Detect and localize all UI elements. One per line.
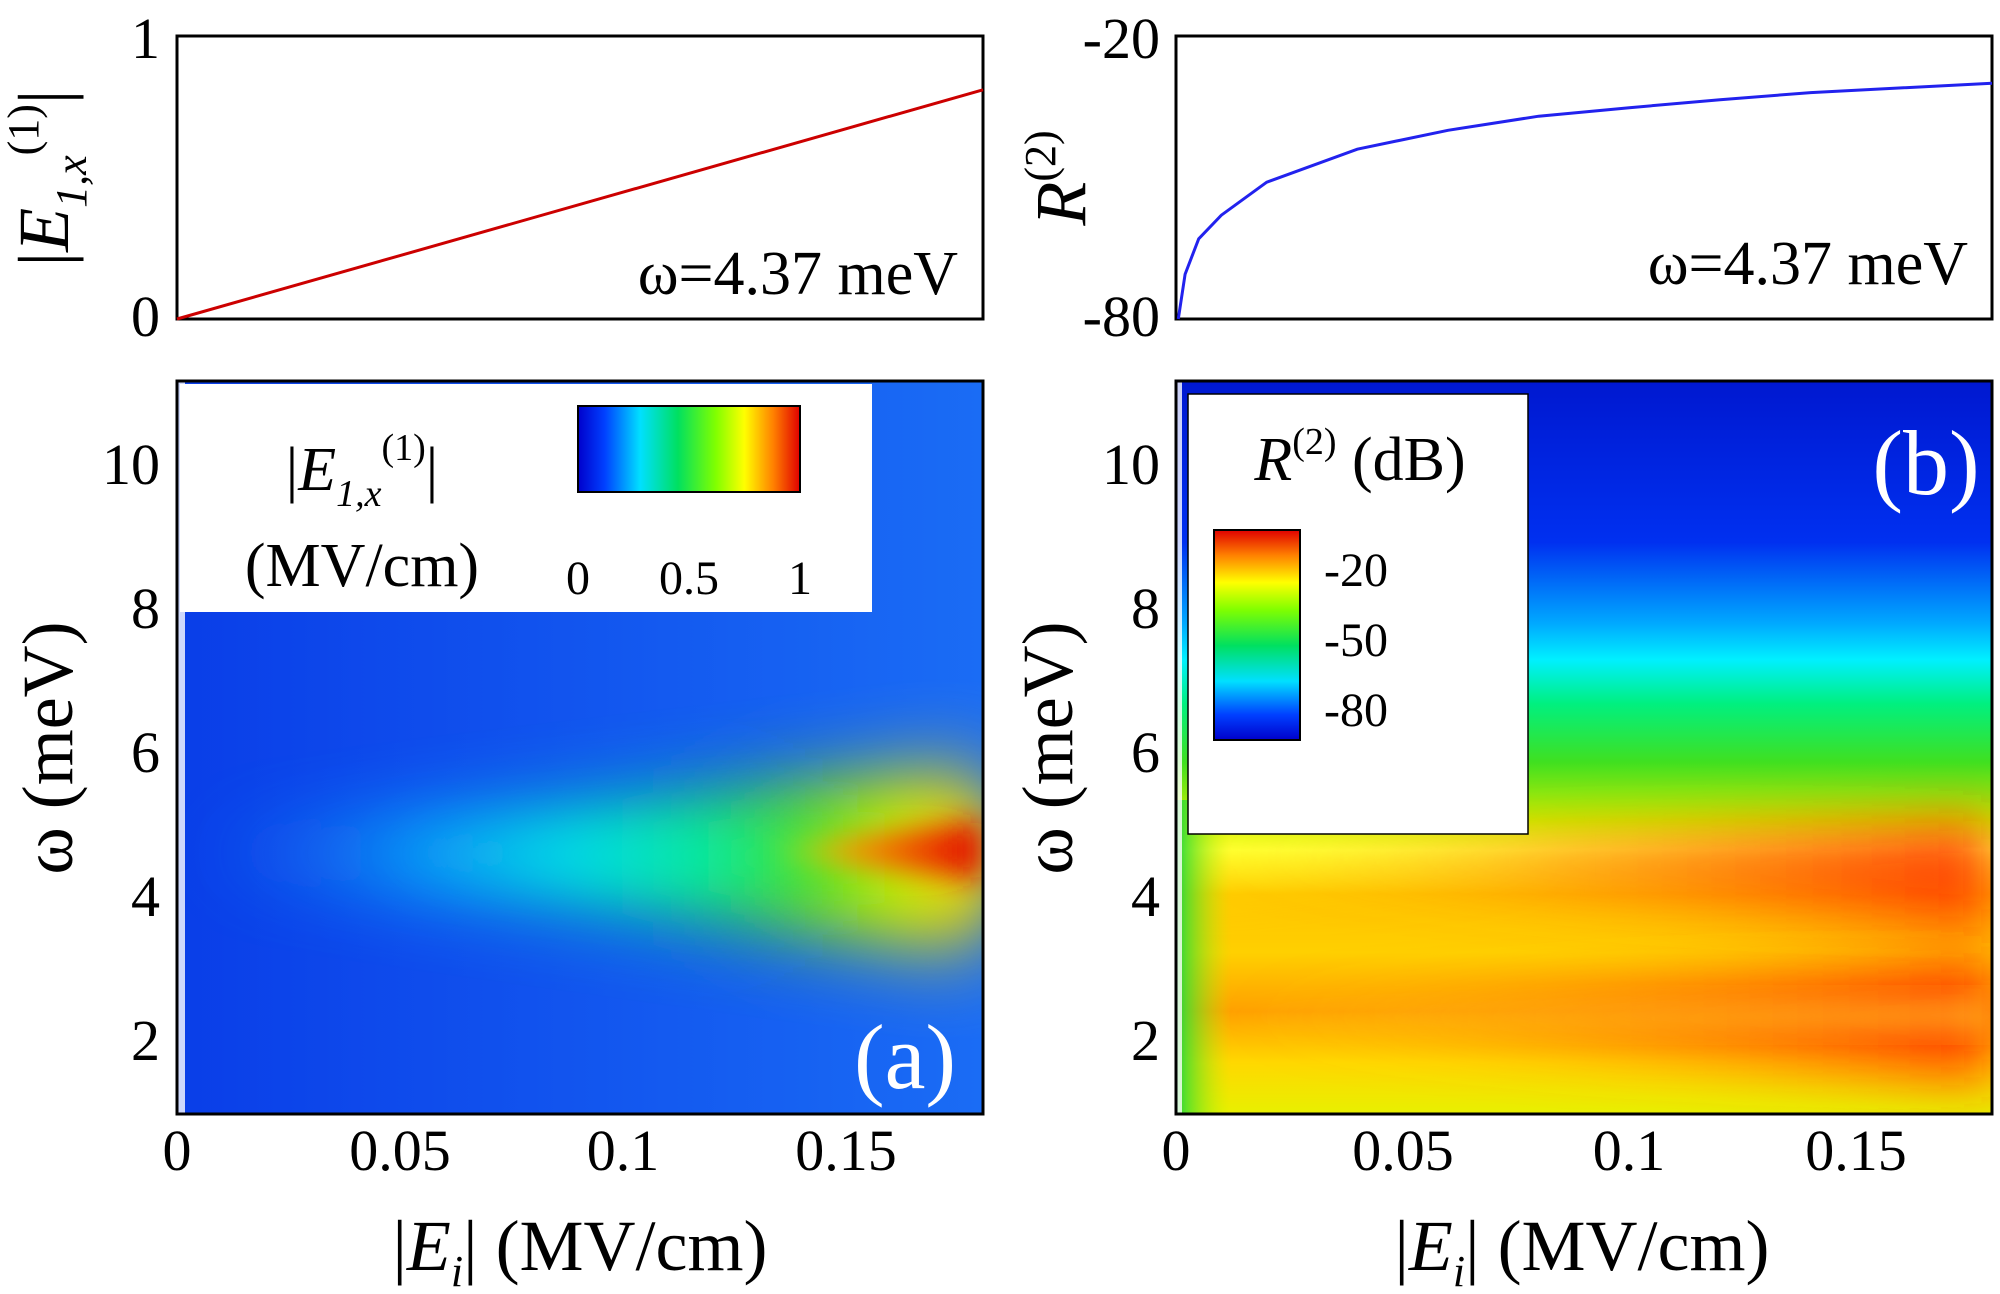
panel-b-yellow-ridge (1200, 1000, 1992, 1030)
panel-b-xtick-0-15: 0.15 (1805, 1118, 1907, 1183)
panel-a-xtick-0-05: 0.05 (349, 1118, 451, 1183)
panel-a-colorbar-tick-2: 1 (788, 552, 812, 605)
panel-b-colorbar-legend: R(2) (dB) -20 -50 -80 (1187, 393, 1529, 835)
panel-a-xlabel: |Ei| (MV/cm) (393, 1206, 768, 1294)
top-left-ylabel: |E1,x(1)| (0, 90, 96, 267)
panel-b-xtick-0-05: 0.05 (1352, 1118, 1454, 1183)
panel-b-ylabel: ω (meV) (1008, 621, 1088, 874)
panel-a-ytick-10: 10 (102, 432, 160, 497)
panel-a-legend-unit: (MV/cm) (245, 532, 479, 600)
panel-a-yticks: 2 4 6 8 10 (102, 432, 160, 1073)
panel-a-ytick-2: 2 (131, 1008, 160, 1073)
panel-a-ytick-6: 6 (131, 720, 160, 785)
top-right-plot-frame (1174, 34, 1994, 321)
panel-a-left-edge (177, 381, 185, 1114)
panel-a-xticks: 0 0.05 0.1 0.15 (163, 1118, 897, 1183)
top-right-ylabel: R(2) (1016, 130, 1101, 226)
top-left-plot-frame (175, 34, 985, 321)
top-right-ytick-bottom: -80 (1083, 284, 1160, 349)
svg-text:ω (meV): ω (meV) (1008, 621, 1088, 874)
top-left-plot: 1 0 |E1,x(1)| ω=4.37 meV (0, 6, 985, 349)
panel-b-left-line (1176, 381, 1182, 1114)
panel-b-xtick-0-1: 0.1 (1593, 1118, 1666, 1183)
panel-a-colorbar-tick-0: 0 (566, 552, 590, 605)
panel-b-ytick-2: 2 (1131, 1008, 1160, 1073)
panel-a-colorbar-tick-1: 0.5 (659, 552, 719, 605)
panel-a-xtick-0: 0 (163, 1118, 192, 1183)
panel-b-ytick-6: 6 (1131, 720, 1160, 785)
panel-a-core (760, 820, 983, 880)
top-left-ytick-1: 1 (131, 6, 160, 71)
panel-a-ytick-8: 8 (131, 576, 160, 641)
svg-text:ω (meV): ω (meV) (8, 621, 88, 874)
svg-text:R(2): R(2) (1016, 130, 1101, 226)
panel-a-ylabel: ω (meV) (8, 621, 88, 874)
panel-b-ytick-10: 10 (1102, 432, 1160, 497)
panel-b-ytick-8: 8 (1131, 576, 1160, 641)
panel-a-frame (175, 379, 985, 1116)
panel-b-xlabel: |Ei| (MV/cm) (1395, 1206, 1770, 1294)
panel-a-band (380, 800, 983, 920)
panel-b-left-edge (1176, 800, 1396, 1114)
top-right-annotation: ω=4.37 meV (1648, 230, 1969, 298)
svg-text:|E1,x(1)|: |E1,x(1)| (0, 90, 96, 267)
panel-a-ytick-4: 4 (131, 864, 160, 929)
svg-text:R(2) (dB): R(2) (dB) (1253, 421, 1465, 494)
panel-b-frame (1174, 379, 1994, 1116)
panel-b-colorbar-tick-0: -20 (1324, 544, 1388, 597)
top-right-plot: -20 -80 R(2) ω=4.37 meV (1016, 6, 1994, 349)
top-left-series-line (176, 88, 984, 321)
top-left-annotation: ω=4.37 meV (638, 240, 959, 308)
panel-b-colorbar-tick-1: -50 (1324, 614, 1388, 667)
panel-b-colorbar-tick-2: -80 (1324, 684, 1388, 737)
top-right-ytick-top: -20 (1083, 6, 1160, 71)
panel-b-label: (b) (1872, 412, 1979, 514)
top-left-ytick-0: 0 (131, 284, 160, 349)
top-right-series-line (1176, 81, 1993, 320)
panel-b-xtick-0: 0 (1162, 1118, 1191, 1183)
panel-a-label: (a) (854, 1006, 956, 1108)
panel-b-yticks: 2 4 6 8 10 (1102, 432, 1160, 1073)
panel-a-xtick-0-1: 0.1 (587, 1118, 660, 1183)
panel-a-heatmap: |E1,x(1)| (MV/cm) 0 0.5 1 (a) 2 4 6 8 10… (8, 379, 985, 1294)
panel-b-colorbar (1213, 529, 1301, 741)
panel-b-ytick-4: 4 (1131, 864, 1160, 929)
panel-a-xtick-0-15: 0.15 (795, 1118, 897, 1183)
panel-b-heatmap: R(2) (dB) -20 -50 -80 (b) 2 4 6 8 10 0 0… (1008, 379, 1994, 1294)
panel-a-colorbar-legend: |E1,x(1)| (MV/cm) 0 0.5 1 (180, 384, 872, 612)
panel-b-xticks: 0 0.05 0.1 0.15 (1162, 1118, 1907, 1183)
panel-a-colorbar (577, 405, 801, 493)
